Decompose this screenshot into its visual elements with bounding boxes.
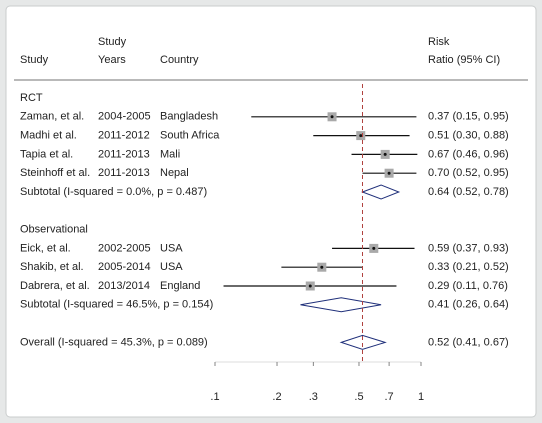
study-name: Zaman, et al. xyxy=(20,111,84,123)
x-tick-label: .5 xyxy=(354,391,363,403)
study-years: 2011-2012 xyxy=(98,130,150,142)
point-estimate xyxy=(387,171,391,175)
ci-label: 0.64 (0.52, 0.78) xyxy=(428,186,509,198)
x-tick-label: .7 xyxy=(384,391,393,403)
panel xyxy=(5,5,537,418)
ci-label: 0.33 (0.21, 0.52) xyxy=(428,261,509,273)
study-country: USA xyxy=(160,261,183,273)
pooled-label: Subtotal (I-squared = 0.0%, p = 0.487) xyxy=(20,186,207,198)
header: Country xyxy=(160,54,199,66)
study-name: Dabrera, et al. xyxy=(20,280,90,292)
x-tick-label: .3 xyxy=(309,391,318,403)
study-country: Bangladesh xyxy=(160,111,218,123)
header: Years xyxy=(98,54,126,66)
study-years: 2011-2013 xyxy=(98,148,150,160)
header: Risk xyxy=(428,36,450,48)
study-name: Steinhoff et al. xyxy=(20,167,90,179)
point-estimate xyxy=(359,134,363,138)
study-years: 2011-2013 xyxy=(98,167,150,179)
study-country: England xyxy=(160,280,200,292)
ci-label: 0.52 (0.41, 0.67) xyxy=(428,336,509,348)
ci-label: 0.29 (0.11, 0.76) xyxy=(428,280,508,292)
x-tick-label: 1 xyxy=(418,391,424,403)
group-name: RCT xyxy=(20,92,43,104)
study-country: Nepal xyxy=(160,167,189,179)
pooled-diamond xyxy=(339,334,387,350)
ci-label: 0.41 (0.26, 0.64) xyxy=(428,299,509,311)
ci-label: 0.51 (0.30, 0.88) xyxy=(428,130,509,142)
ci-label: 0.37 (0.15, 0.95) xyxy=(428,111,509,123)
point-estimate xyxy=(330,115,334,119)
header: Ratio (95% CI) xyxy=(428,54,500,66)
study-name: Eick, et al. xyxy=(20,242,71,254)
study-years: 2002-2005 xyxy=(98,242,151,254)
pooled-diamond xyxy=(300,297,382,313)
pooled-label: Overall (I-squared = 45.3%, p = 0.089) xyxy=(20,336,208,348)
study-years: 2013/2014 xyxy=(98,280,150,292)
pooled-diamond xyxy=(361,184,401,200)
header: Study xyxy=(20,54,49,66)
x-tick-label: .1 xyxy=(210,391,219,403)
ci-label: 0.67 (0.46, 0.96) xyxy=(428,148,509,160)
study-name: Shakib, et al. xyxy=(20,261,84,273)
point-estimate xyxy=(383,152,387,156)
study-country: South Africa xyxy=(160,130,220,142)
study-country: Mali xyxy=(160,148,180,160)
x-tick-label: .2 xyxy=(272,391,281,403)
study-name: Madhi et al. xyxy=(20,130,77,142)
study-name: Tapia et al. xyxy=(20,148,73,160)
ci-label: 0.59 (0.37, 0.93) xyxy=(428,242,509,254)
point-estimate xyxy=(372,246,376,250)
study-years: 2004-2005 xyxy=(98,111,151,123)
study-country: USA xyxy=(160,242,183,254)
pooled-label: Subtotal (I-squared = 46.5%, p = 0.154) xyxy=(20,299,213,311)
header: Study xyxy=(98,36,127,48)
study-years: 2005-2014 xyxy=(98,261,151,273)
ci-label: 0.70 (0.52, 0.95) xyxy=(428,167,509,179)
group-name: Observational xyxy=(20,224,88,236)
point-estimate xyxy=(308,284,312,288)
point-estimate xyxy=(320,265,324,269)
